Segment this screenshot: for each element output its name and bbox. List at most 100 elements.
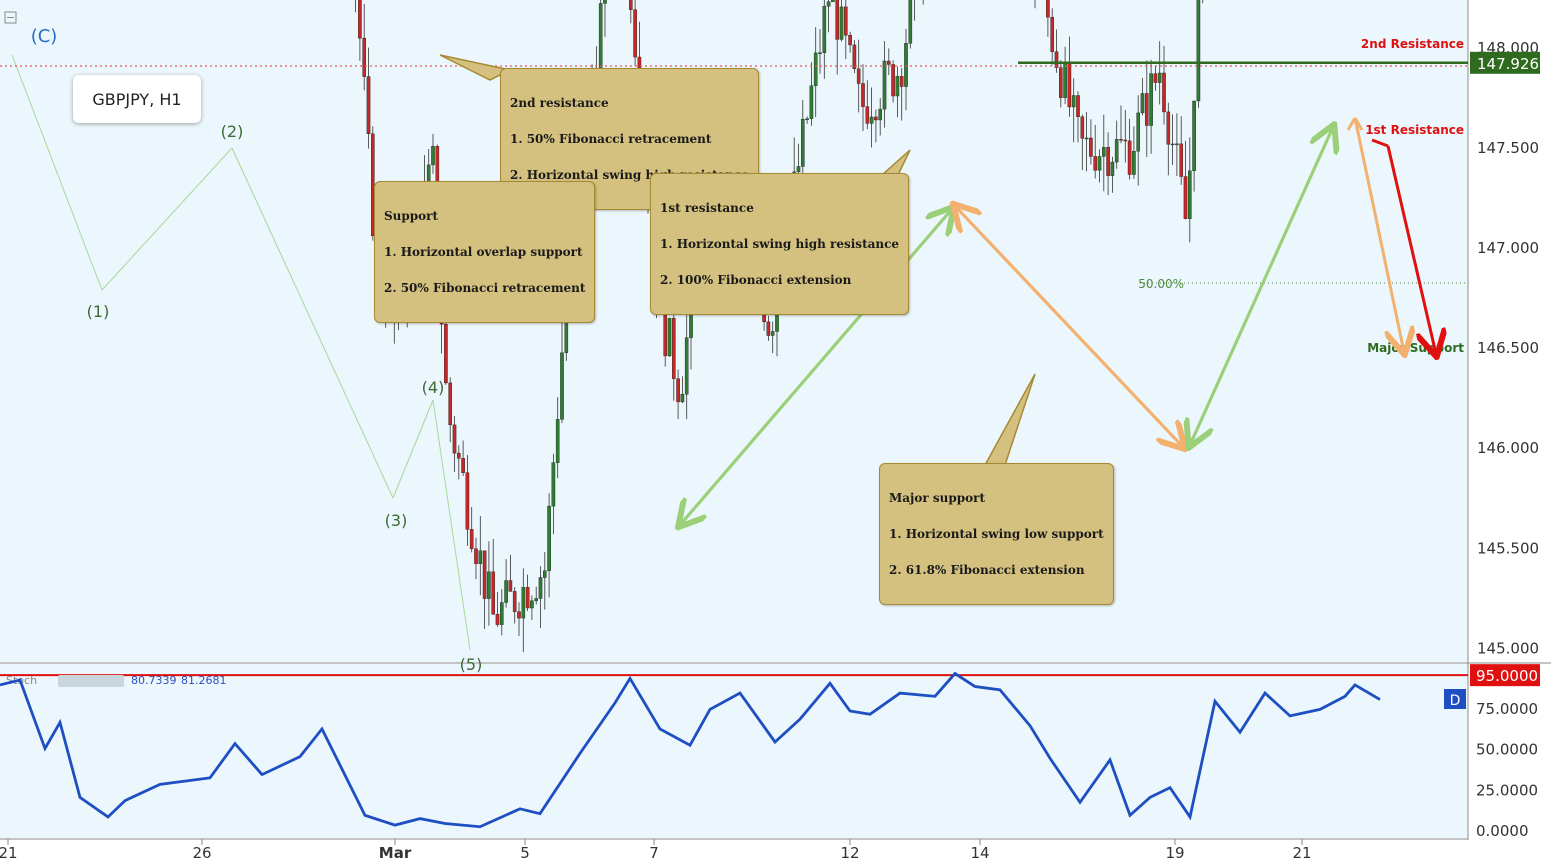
candle	[560, 352, 564, 420]
stoch-tick-label: 50.0000	[1476, 741, 1538, 759]
candle	[525, 587, 530, 609]
candle	[603, 0, 607, 4]
fib-50-label: 50.00%	[1138, 277, 1184, 291]
note-line: 1. 50% Fibonacci retracement	[510, 132, 712, 146]
candle	[482, 550, 487, 599]
candle	[835, 0, 839, 40]
candle	[512, 591, 517, 612]
candle	[491, 571, 496, 615]
wave-line	[11, 54, 103, 291]
stoch-badge	[1444, 689, 1466, 709]
candle	[543, 570, 547, 578]
candle	[1084, 137, 1089, 140]
level-major-support-label: Major Support	[1367, 341, 1464, 355]
note-line: 2. 50% Fibonacci retracement	[384, 281, 586, 295]
candle	[672, 318, 676, 379]
candle	[684, 337, 689, 395]
wave-line	[101, 147, 233, 291]
candle	[504, 580, 508, 603]
wave-label-5: (5)	[460, 655, 483, 674]
candle	[770, 331, 775, 336]
candle	[1054, 51, 1059, 68]
candle	[1101, 147, 1106, 157]
note-line: 2nd resistance	[510, 96, 609, 110]
symbol-label[interactable]: GBPJPY, H1	[73, 75, 201, 123]
candle	[878, 108, 882, 121]
wave-label-1: (1)	[87, 302, 110, 321]
price-tick-label: 146.000	[1477, 439, 1539, 457]
candle	[431, 146, 435, 166]
date-label: 5	[520, 844, 530, 862]
candle	[1058, 67, 1063, 98]
candle	[1046, 0, 1050, 18]
note-major-support: Major support 1. Horizontal swing low su…	[879, 463, 1114, 605]
candle	[1063, 62, 1067, 98]
stoch-level-label: 95.0000	[1476, 667, 1538, 685]
note-support: Support 1. Horizontal overlap support 2.…	[374, 181, 596, 323]
candle	[633, 9, 637, 58]
date-label: 7	[649, 844, 659, 862]
candle	[530, 600, 534, 609]
stoch-pane	[0, 664, 1468, 838]
candle	[534, 598, 538, 602]
stoch-k-value: 80.7339	[131, 674, 177, 687]
wave-label-4: (4)	[422, 378, 445, 397]
stoch-line	[0, 671, 1381, 829]
arrow-projection-orange	[1353, 117, 1404, 352]
candle	[444, 323, 448, 384]
arrow-projection-orange	[1346, 117, 1364, 131]
candle	[1175, 143, 1179, 146]
candle	[461, 457, 465, 473]
candle	[1080, 116, 1085, 139]
candle	[813, 52, 818, 86]
candle	[1187, 170, 1192, 219]
candle	[521, 587, 526, 619]
arrow-down-1	[955, 206, 1185, 449]
candle	[895, 76, 900, 97]
candle	[362, 37, 367, 77]
candle	[861, 83, 865, 107]
candle	[366, 76, 371, 135]
candle	[1076, 95, 1080, 117]
note-line: 2. 61.8% Fibonacci extension	[889, 563, 1085, 577]
wave-label-3: (3)	[385, 511, 408, 530]
candle	[358, 0, 362, 39]
candle	[1106, 147, 1110, 176]
note-1st-resistance: 1st resistance 1. Horizontal swing high …	[650, 173, 910, 315]
candle	[839, 6, 844, 40]
candle	[1136, 112, 1140, 152]
note-line: Major support	[889, 491, 986, 505]
candle	[1170, 143, 1175, 146]
candle	[680, 393, 685, 403]
candle	[1071, 95, 1076, 108]
candle	[1093, 156, 1097, 171]
candle	[844, 6, 848, 36]
candle	[667, 318, 672, 357]
arrow-projection-red	[1371, 138, 1389, 148]
candle	[852, 44, 857, 70]
stoch-tick-label: 25.0000	[1476, 781, 1538, 799]
price-tick-label: 146.500	[1477, 339, 1539, 357]
note-line: 1. Horizontal swing low support	[889, 527, 1104, 541]
date-label: 21	[0, 844, 18, 862]
candle	[1140, 93, 1145, 114]
candle	[1183, 176, 1188, 219]
candle	[555, 419, 560, 463]
candle	[1089, 137, 1093, 157]
candle	[547, 505, 551, 571]
candle	[487, 571, 491, 599]
candle	[869, 116, 874, 124]
candle	[1119, 139, 1123, 141]
candle	[1166, 111, 1171, 145]
candle	[822, 5, 827, 54]
candle	[908, 0, 913, 44]
candle	[801, 119, 805, 167]
note-line: Support	[384, 209, 439, 223]
candle	[1114, 139, 1119, 163]
candle	[452, 424, 457, 454]
candle	[538, 577, 543, 599]
wave-line	[231, 147, 394, 499]
candle	[891, 64, 895, 97]
